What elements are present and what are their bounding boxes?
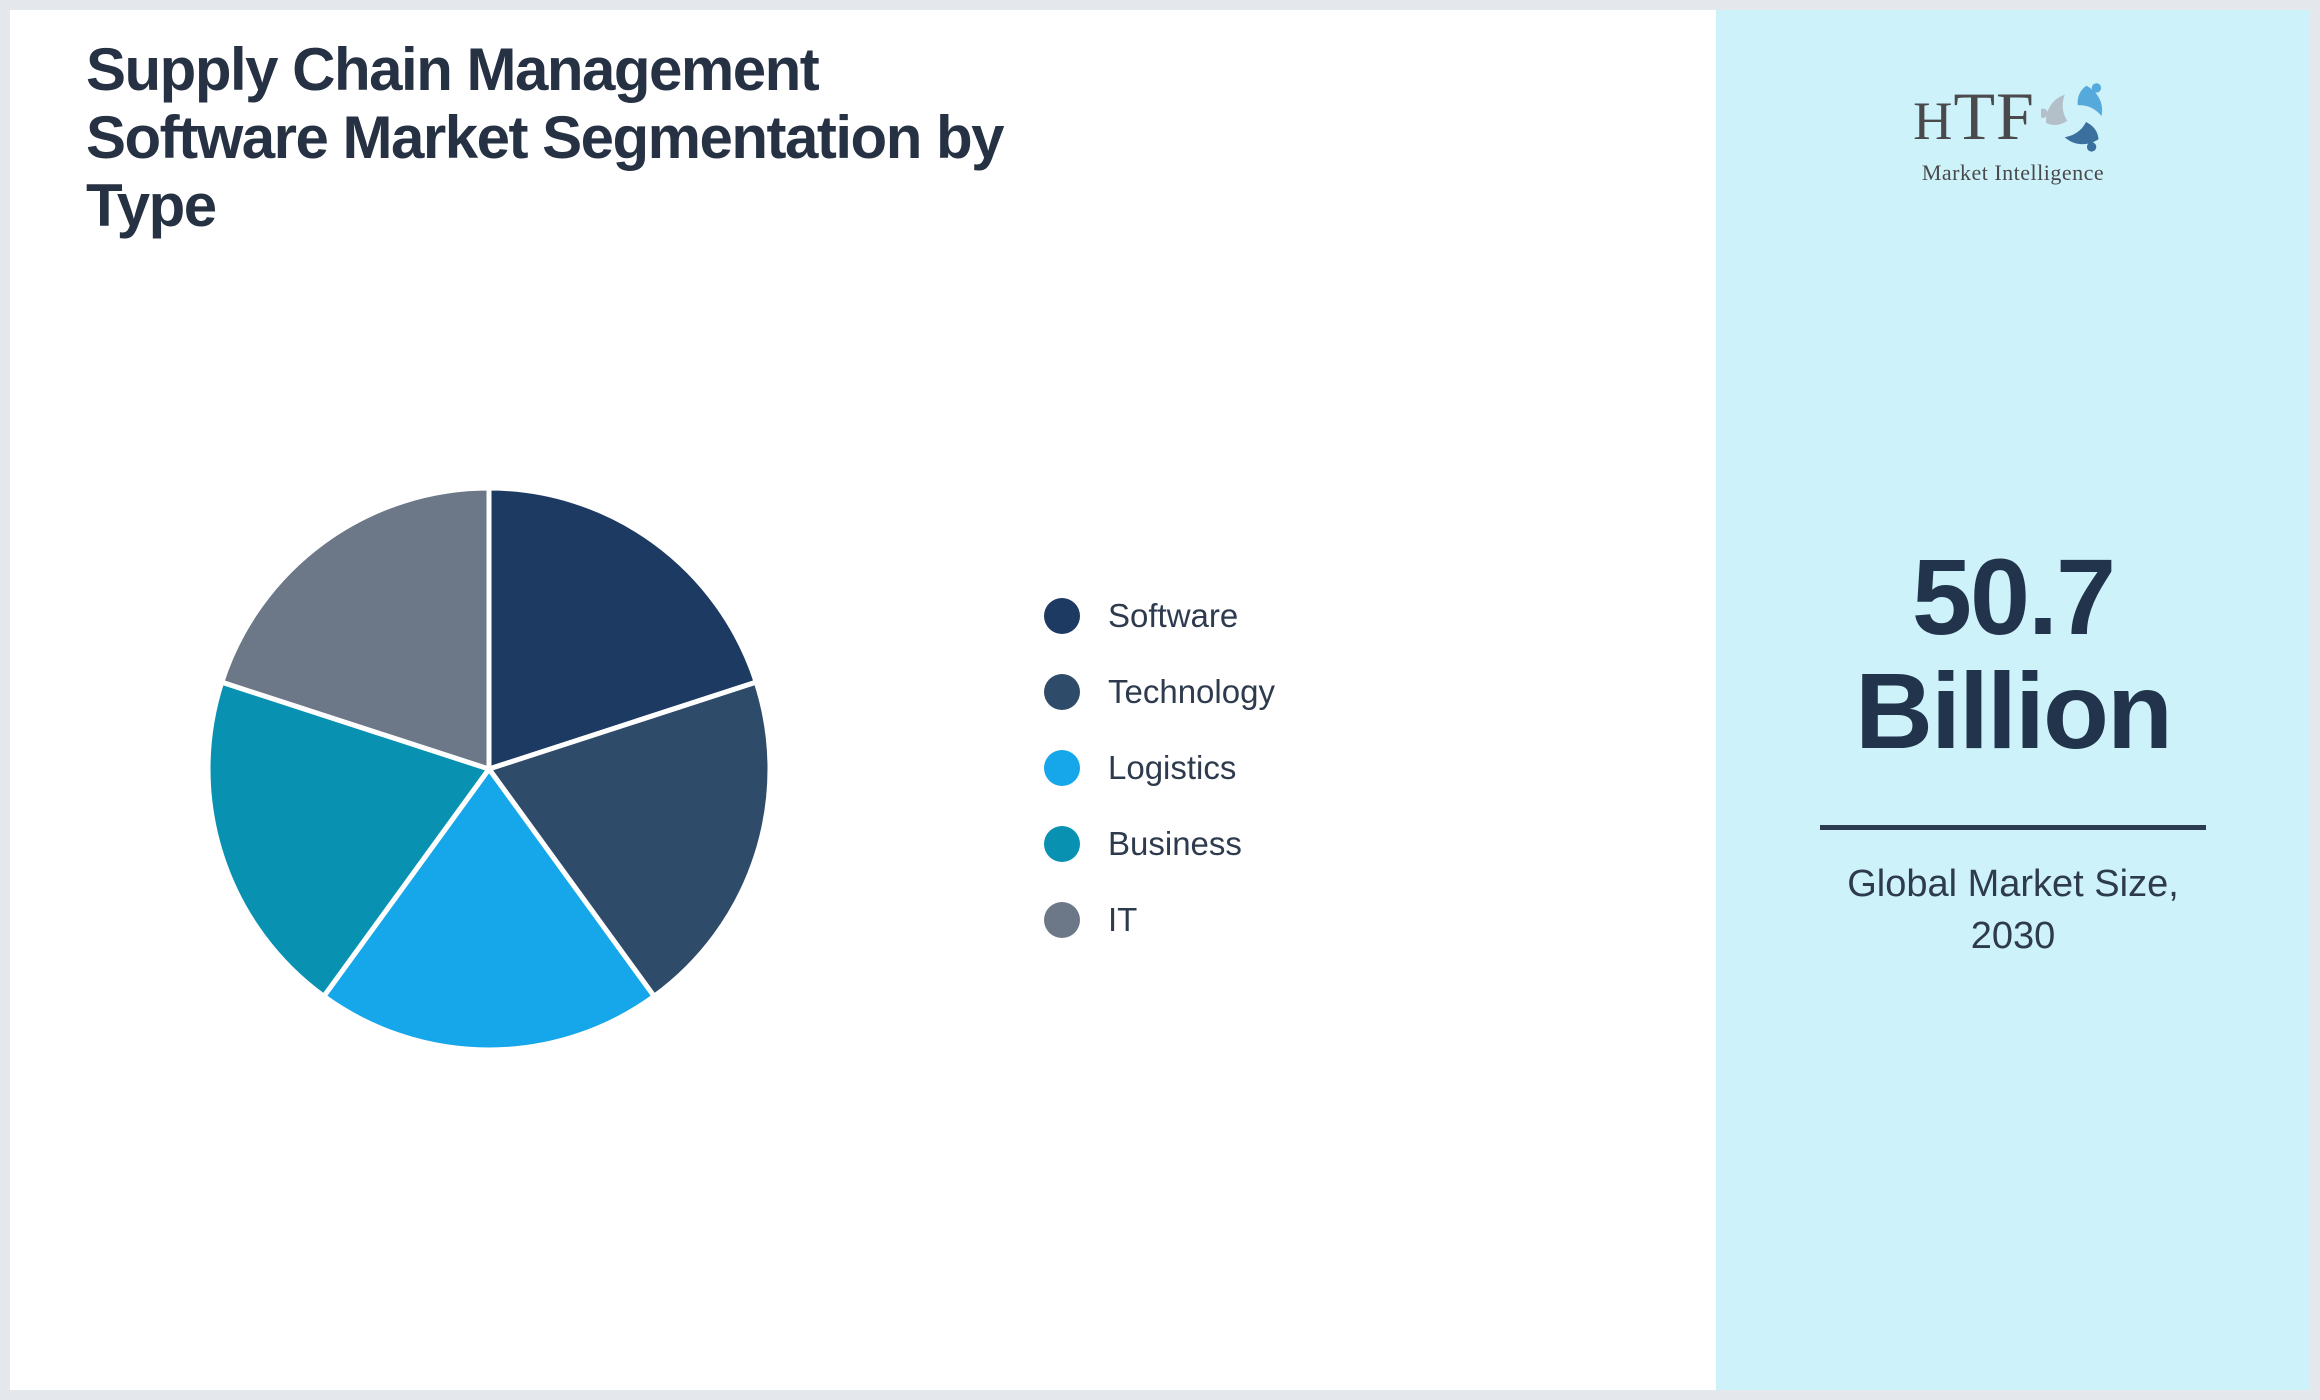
pie-chart [205,485,773,1053]
stat-value: 50.7 [1911,536,2116,657]
dolphin-swirl-icon [2040,83,2102,152]
logo-petal-right [2064,122,2099,152]
legend-item-logistics: Logistics [1044,750,1275,786]
pie-chart-container [189,469,789,1069]
logo-petal-top [2077,83,2102,116]
legend-item-it: IT [1044,902,1275,938]
legend-dot-icon [1044,902,1080,938]
legend-item-technology: Technology [1044,674,1275,710]
legend-label: Logistics [1108,749,1237,786]
logo-petal-left [2040,94,2068,126]
page-title-line-1: Supply Chain Management [86,36,820,103]
legend-dot-icon [1044,750,1080,786]
legend-dot-icon [1044,826,1080,862]
legend-label: Technology [1108,673,1275,710]
stat-caption: Global Market Size, 2030 [1716,858,2310,962]
brand-logo: HTF Market Intelligence [1716,78,2310,186]
legend-dot-icon [1044,674,1080,710]
stat-caption-line-2: 2030 [1970,915,2056,957]
page-title: Supply Chain Management Software Market … [86,36,1186,240]
market-size-stat: 50.7 Billion [1716,540,2310,768]
legend-dot-icon [1044,598,1080,634]
side-panel: HTF Market Intelligence [1716,10,2310,1390]
legend-item-business: Business [1044,826,1275,862]
pie-slice-software [486,485,759,772]
stat-divider [1820,825,2206,830]
pie-slice-logistics [321,766,657,1053]
stat-unit: Billion [1855,650,2173,771]
brand-tagline: Market Intelligence [1921,160,2105,185]
pie-slice-it [219,485,492,772]
legend: Software Technology Logistics Business IT [1044,598,1275,938]
stat-caption-line-1: Global Market Size, [1847,863,2179,905]
pie-slice-technology [486,679,773,999]
legend-label: IT [1108,901,1138,938]
pie-slice-business [205,679,492,999]
page-title-line-3: Type [86,172,217,239]
legend-label: Software [1108,597,1239,634]
legend-label: Business [1108,825,1242,862]
brand-mark: HTF [1913,78,2035,154]
page-title-line-2: Software Market Segmentation by [86,104,1005,171]
legend-item-software: Software [1044,598,1275,634]
